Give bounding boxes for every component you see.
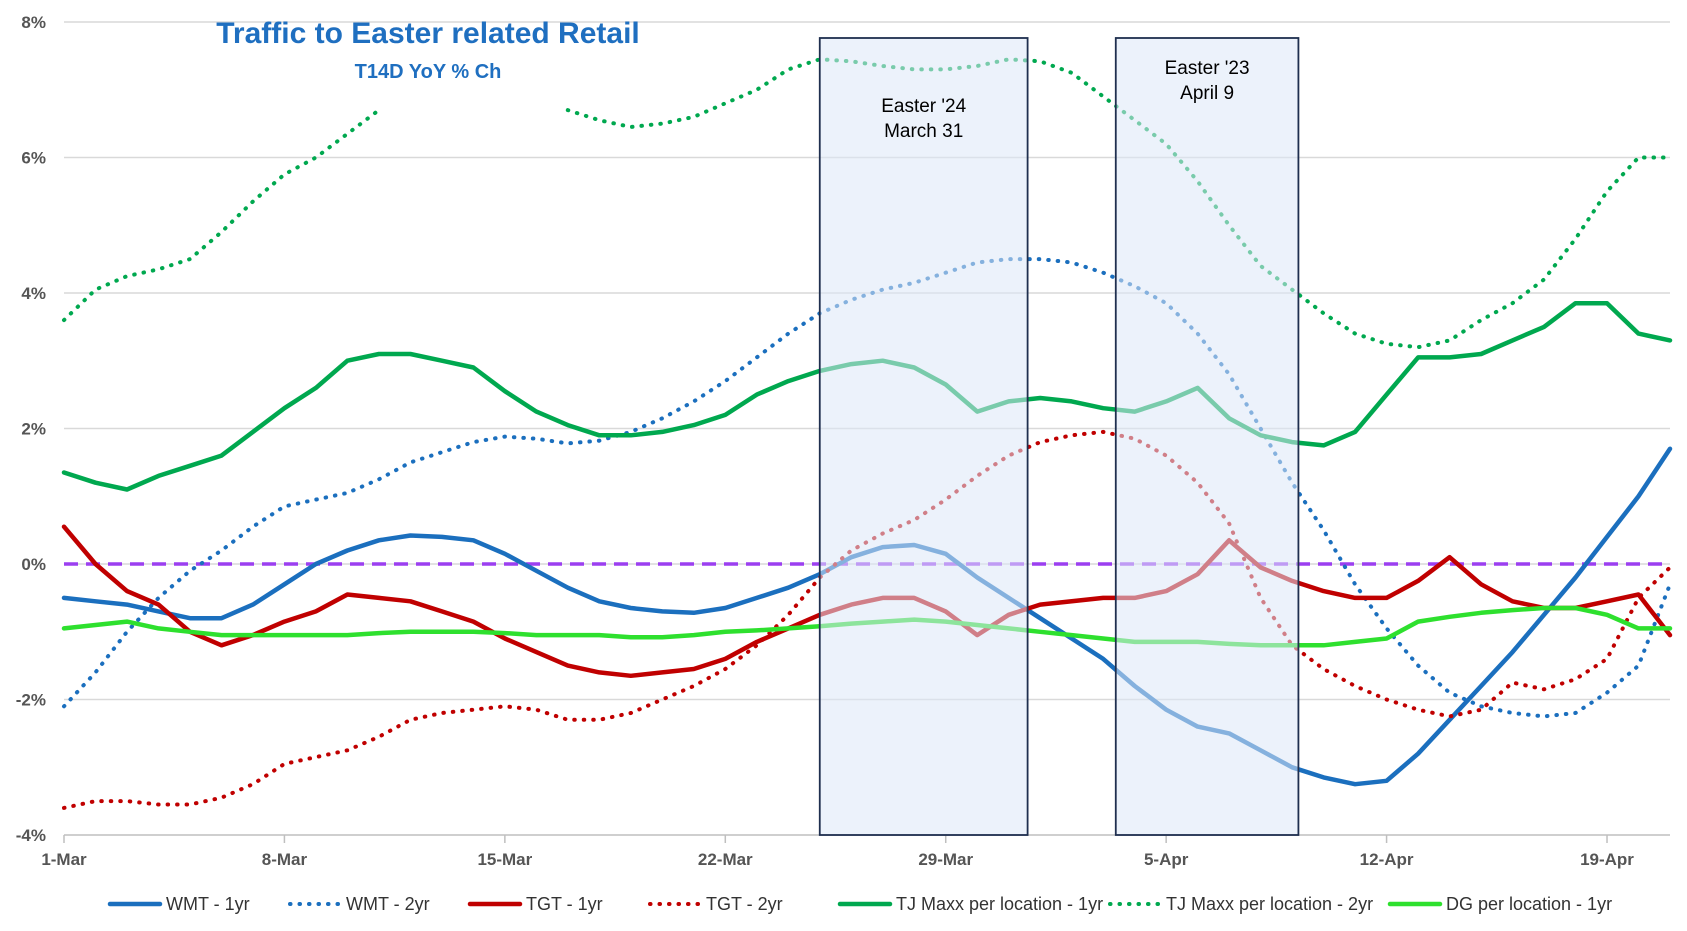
y-tick-label: 8% bbox=[21, 13, 46, 32]
chart-subtitle: T14D YoY % Ch bbox=[355, 61, 502, 83]
x-tick-label: 22-Mar bbox=[698, 850, 753, 869]
easter-date-2: April 9 bbox=[1180, 83, 1234, 104]
axes: -4% -2% 0% 2% 4% 6% 8% 1-Mar 8-Mar 15-Mar 22-Mar 29… bbox=[16, 13, 1670, 869]
y-tick-label: -2% bbox=[16, 691, 46, 710]
x-tick-label: 15-Mar bbox=[477, 850, 532, 869]
legend-label: WMT - 1yr bbox=[166, 894, 250, 914]
chart-title: Traffic to Easter related Retail bbox=[216, 17, 640, 50]
legend-label: TGT - 1yr bbox=[526, 894, 603, 914]
y-tick-label: 4% bbox=[21, 284, 46, 303]
x-tick-label: 5-Apr bbox=[1144, 850, 1189, 869]
easter-region-2 bbox=[1114, 37, 1300, 836]
x-tick-label: 12-Apr bbox=[1360, 850, 1414, 869]
x-tick-label: 1-Mar bbox=[41, 850, 87, 869]
legend: WMT - 1yr WMT - 2yr TGT - 1yr TGT - 2yr TJ M… bbox=[107, 894, 1612, 914]
y-tick-label: 6% bbox=[21, 149, 46, 168]
legend-label: TJ Maxx per location - 2yr bbox=[1166, 894, 1373, 914]
series-line-tj-maxx-per-location-2yr bbox=[62, 57, 1672, 350]
easter-date-1: March 31 bbox=[884, 121, 963, 142]
legend-label: TJ Maxx per location - 1yr bbox=[896, 894, 1103, 914]
easter-region-1 bbox=[818, 37, 1029, 836]
legend-label: TGT - 2yr bbox=[706, 894, 783, 914]
y-tick-label: 0% bbox=[21, 555, 46, 574]
easter-label-2: Easter '23 bbox=[1165, 58, 1250, 79]
legend-label: DG per location - 1yr bbox=[1446, 894, 1612, 914]
x-tick-label: 19-Apr bbox=[1580, 850, 1634, 869]
y-tick-label: -4% bbox=[16, 826, 46, 845]
y-tick-label: 2% bbox=[21, 420, 46, 439]
x-tick-label: 8-Mar bbox=[262, 850, 308, 869]
annotations: Easter '24 March 31 Easter '23 April 9 bbox=[818, 37, 1300, 836]
legend-label: WMT - 2yr bbox=[346, 894, 430, 914]
x-tick-label: 29-Mar bbox=[918, 850, 973, 869]
easter-label-1: Easter '24 bbox=[881, 96, 966, 117]
